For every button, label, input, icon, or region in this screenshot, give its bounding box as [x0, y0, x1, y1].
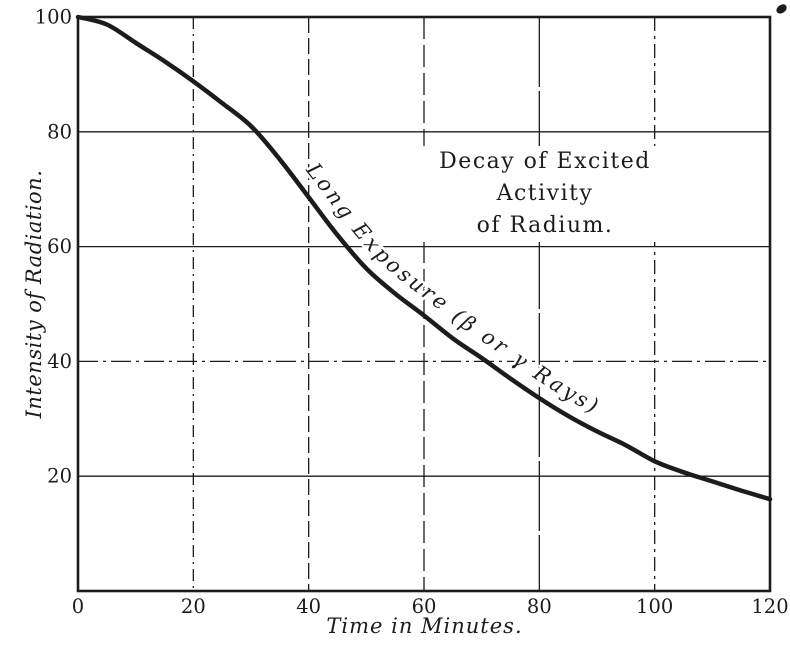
chart-title-line1: Decay of Excited Activity: [439, 149, 651, 206]
x-tick-label-60: 60: [412, 595, 437, 618]
y-tick-label-20: 20: [47, 465, 72, 488]
y-axis-title: Intensity of Radiation.: [22, 169, 46, 419]
decay-curve: [75, 14, 773, 502]
x-tick-label-80: 80: [527, 595, 552, 618]
x-tick-label-100: 100: [636, 595, 673, 618]
y-tick-label-80: 80: [47, 120, 72, 143]
chart-title-line2: of Radium.: [476, 213, 614, 238]
plot-frame: [76, 15, 772, 593]
y-tick-label-100: 100: [35, 6, 72, 29]
x-tick-label-20: 20: [181, 595, 206, 618]
x-tick-label-120: 120: [751, 595, 788, 618]
y-tick-label-60: 60: [47, 235, 72, 258]
x-axis-title: Time in Minutes.: [326, 614, 523, 638]
chart-title: Decay of Excited Activity of Radium.: [388, 146, 702, 242]
y-tick-label-40: 40: [47, 350, 72, 373]
x-tick-label-40: 40: [296, 595, 321, 618]
x-tick-label-0: 0: [72, 595, 84, 618]
